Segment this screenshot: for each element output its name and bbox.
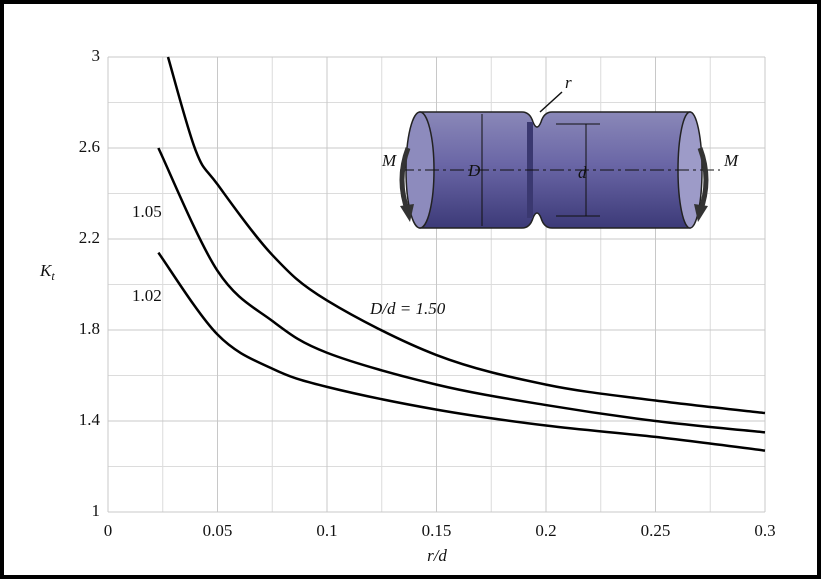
y-tick-label: 3: [92, 46, 101, 65]
y-axis-label: Kt: [39, 261, 55, 283]
curve: [166, 56, 766, 415]
shaft-diagram: M M D d r: [381, 73, 739, 229]
diagram-label: M: [381, 151, 397, 170]
y-tick-label: 2.2: [79, 228, 100, 247]
y-axis-label-main: K: [39, 261, 53, 280]
x-axis-label: r/d: [427, 546, 447, 565]
diagram-label: r: [565, 73, 572, 92]
diagram-label: D: [467, 161, 481, 180]
y-tick-label: 2.6: [79, 137, 100, 156]
diagram-label: M: [723, 151, 739, 170]
diagram-label: d: [578, 163, 587, 182]
y-axis-label-sub: t: [51, 269, 55, 283]
plot: 0 0.05 0.1 0.15 0.2 0.25 0.3 1 1.4 1.8 2.2 2.6 3 D/d …: [79, 46, 776, 540]
y-tick-label: 1.8: [79, 319, 100, 338]
x-tick-label: 0: [104, 521, 113, 540]
x-tick-label: 0.05: [203, 521, 233, 540]
curve-label: 1.02: [132, 286, 162, 305]
curve-label: D/d = 1.50: [369, 299, 446, 318]
curve: [157, 147, 766, 434]
x-tick-label: 0.25: [641, 521, 671, 540]
moment-arrow: [400, 204, 414, 222]
x-tick-label: 0.2: [535, 521, 556, 540]
x-tick-label: 0.3: [754, 521, 775, 540]
curve-label: 1.05: [132, 202, 162, 221]
curve: [157, 251, 766, 452]
x-tick-label: 0.1: [316, 521, 337, 540]
moment-arrow: [694, 204, 708, 222]
y-tick-label: 1: [92, 501, 101, 520]
radius-arrow: [539, 91, 563, 113]
x-tick-label: 0.15: [422, 521, 452, 540]
y-tick-label: 1.4: [79, 410, 101, 429]
